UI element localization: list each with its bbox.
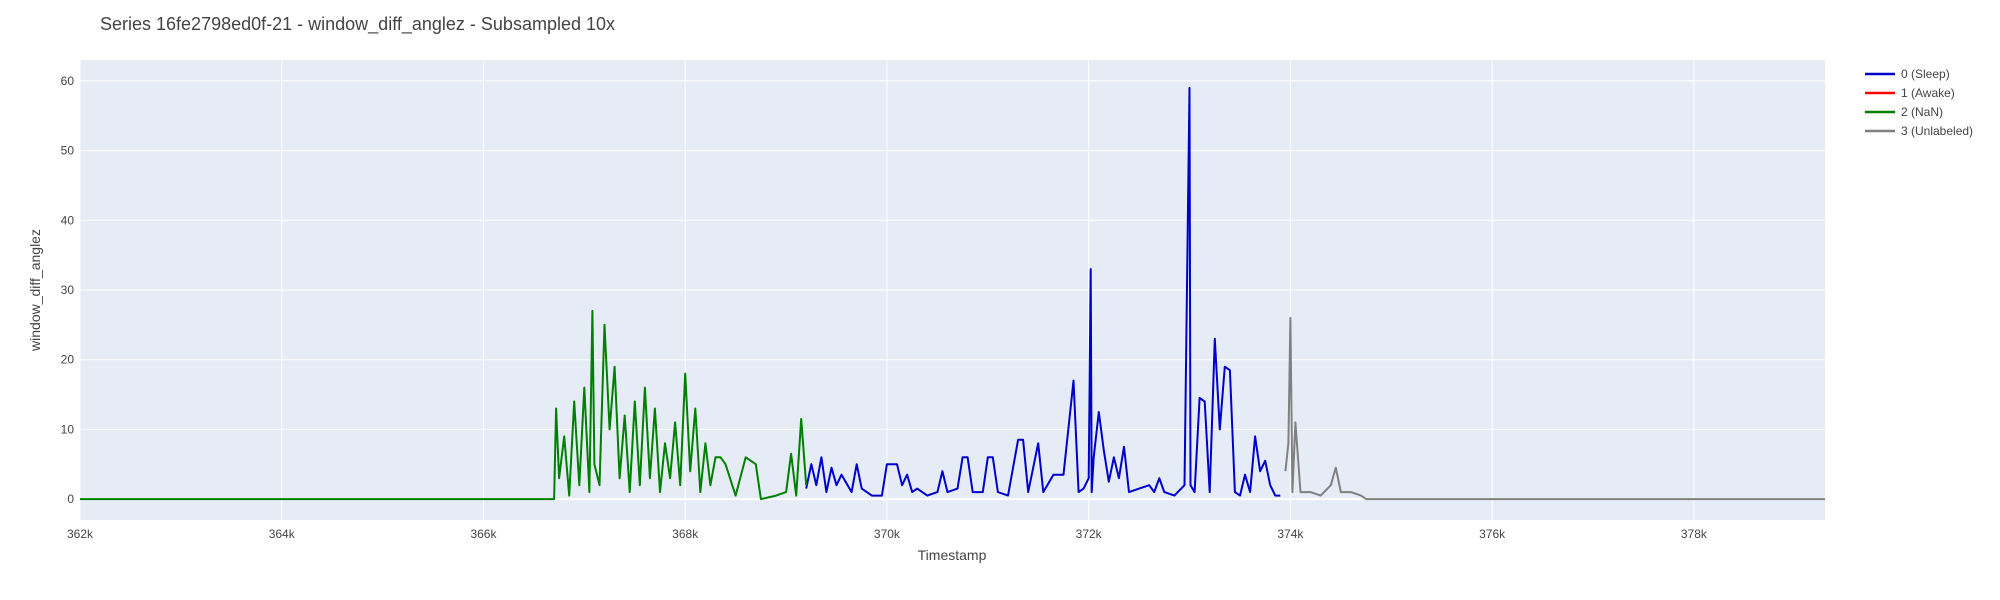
y-axis-title: window_diff_anglez [27, 229, 43, 352]
series-line-0 [805, 86, 1281, 497]
chart-title: Series 16fe2798ed0f-21 - window_diff_ang… [100, 14, 615, 35]
x-tick-label: 366k [470, 527, 497, 541]
y-tick-label: 0 [67, 492, 74, 506]
x-tick-label: 374k [1277, 527, 1304, 541]
y-tick-label: 30 [61, 283, 75, 297]
x-tick-label: 376k [1479, 527, 1506, 541]
y-tick-label: 60 [61, 74, 75, 88]
x-tick-label: 372k [1076, 527, 1103, 541]
legend-item[interactable]: 1 (Awake) [1865, 86, 1955, 100]
x-tick-label: 364k [269, 527, 296, 541]
legend-label: 3 (Unlabeled) [1901, 124, 1973, 138]
x-axis-title: Timestamp [918, 547, 987, 563]
series-lines [80, 86, 1825, 501]
y-tick-label: 10 [61, 422, 75, 436]
legend-item[interactable]: 0 (Sleep) [1865, 67, 1950, 81]
series-line-3 [1284, 316, 1825, 501]
y-tick-label: 50 [61, 144, 75, 158]
legend[interactable]: 0 (Sleep) 1 (Awake) 2 (NaN) 3 (Unlabeled) [1865, 67, 1973, 138]
x-tick-label: 362k [67, 527, 94, 541]
legend-label: 2 (NaN) [1901, 105, 1943, 119]
x-tick-label: 368k [672, 527, 699, 541]
x-tick-label: 378k [1681, 527, 1708, 541]
y-tick-label: 40 [61, 213, 75, 227]
legend-label: 1 (Awake) [1901, 86, 1955, 100]
series-line-2 [80, 309, 808, 501]
y-axis: 0 10 20 30 40 50 60 [61, 74, 75, 506]
x-axis: 362k 364k 366k 368k 370k 372k 374k 376k 378k [67, 527, 1708, 541]
legend-label: 0 (Sleep) [1901, 67, 1950, 81]
x-tick-label: 370k [874, 527, 901, 541]
legend-item[interactable]: 3 (Unlabeled) [1865, 124, 1973, 138]
y-tick-label: 20 [61, 353, 75, 367]
legend-item[interactable]: 2 (NaN) [1865, 105, 1943, 119]
